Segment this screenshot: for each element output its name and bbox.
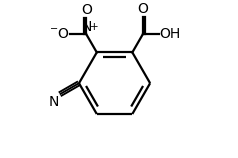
Text: O: O <box>81 3 92 17</box>
Text: OH: OH <box>159 27 181 41</box>
Text: $^{-}$O: $^{-}$O <box>49 27 70 41</box>
Text: +: + <box>90 22 98 32</box>
Text: O: O <box>137 2 148 16</box>
Text: N: N <box>49 95 59 109</box>
Text: N: N <box>81 20 92 34</box>
